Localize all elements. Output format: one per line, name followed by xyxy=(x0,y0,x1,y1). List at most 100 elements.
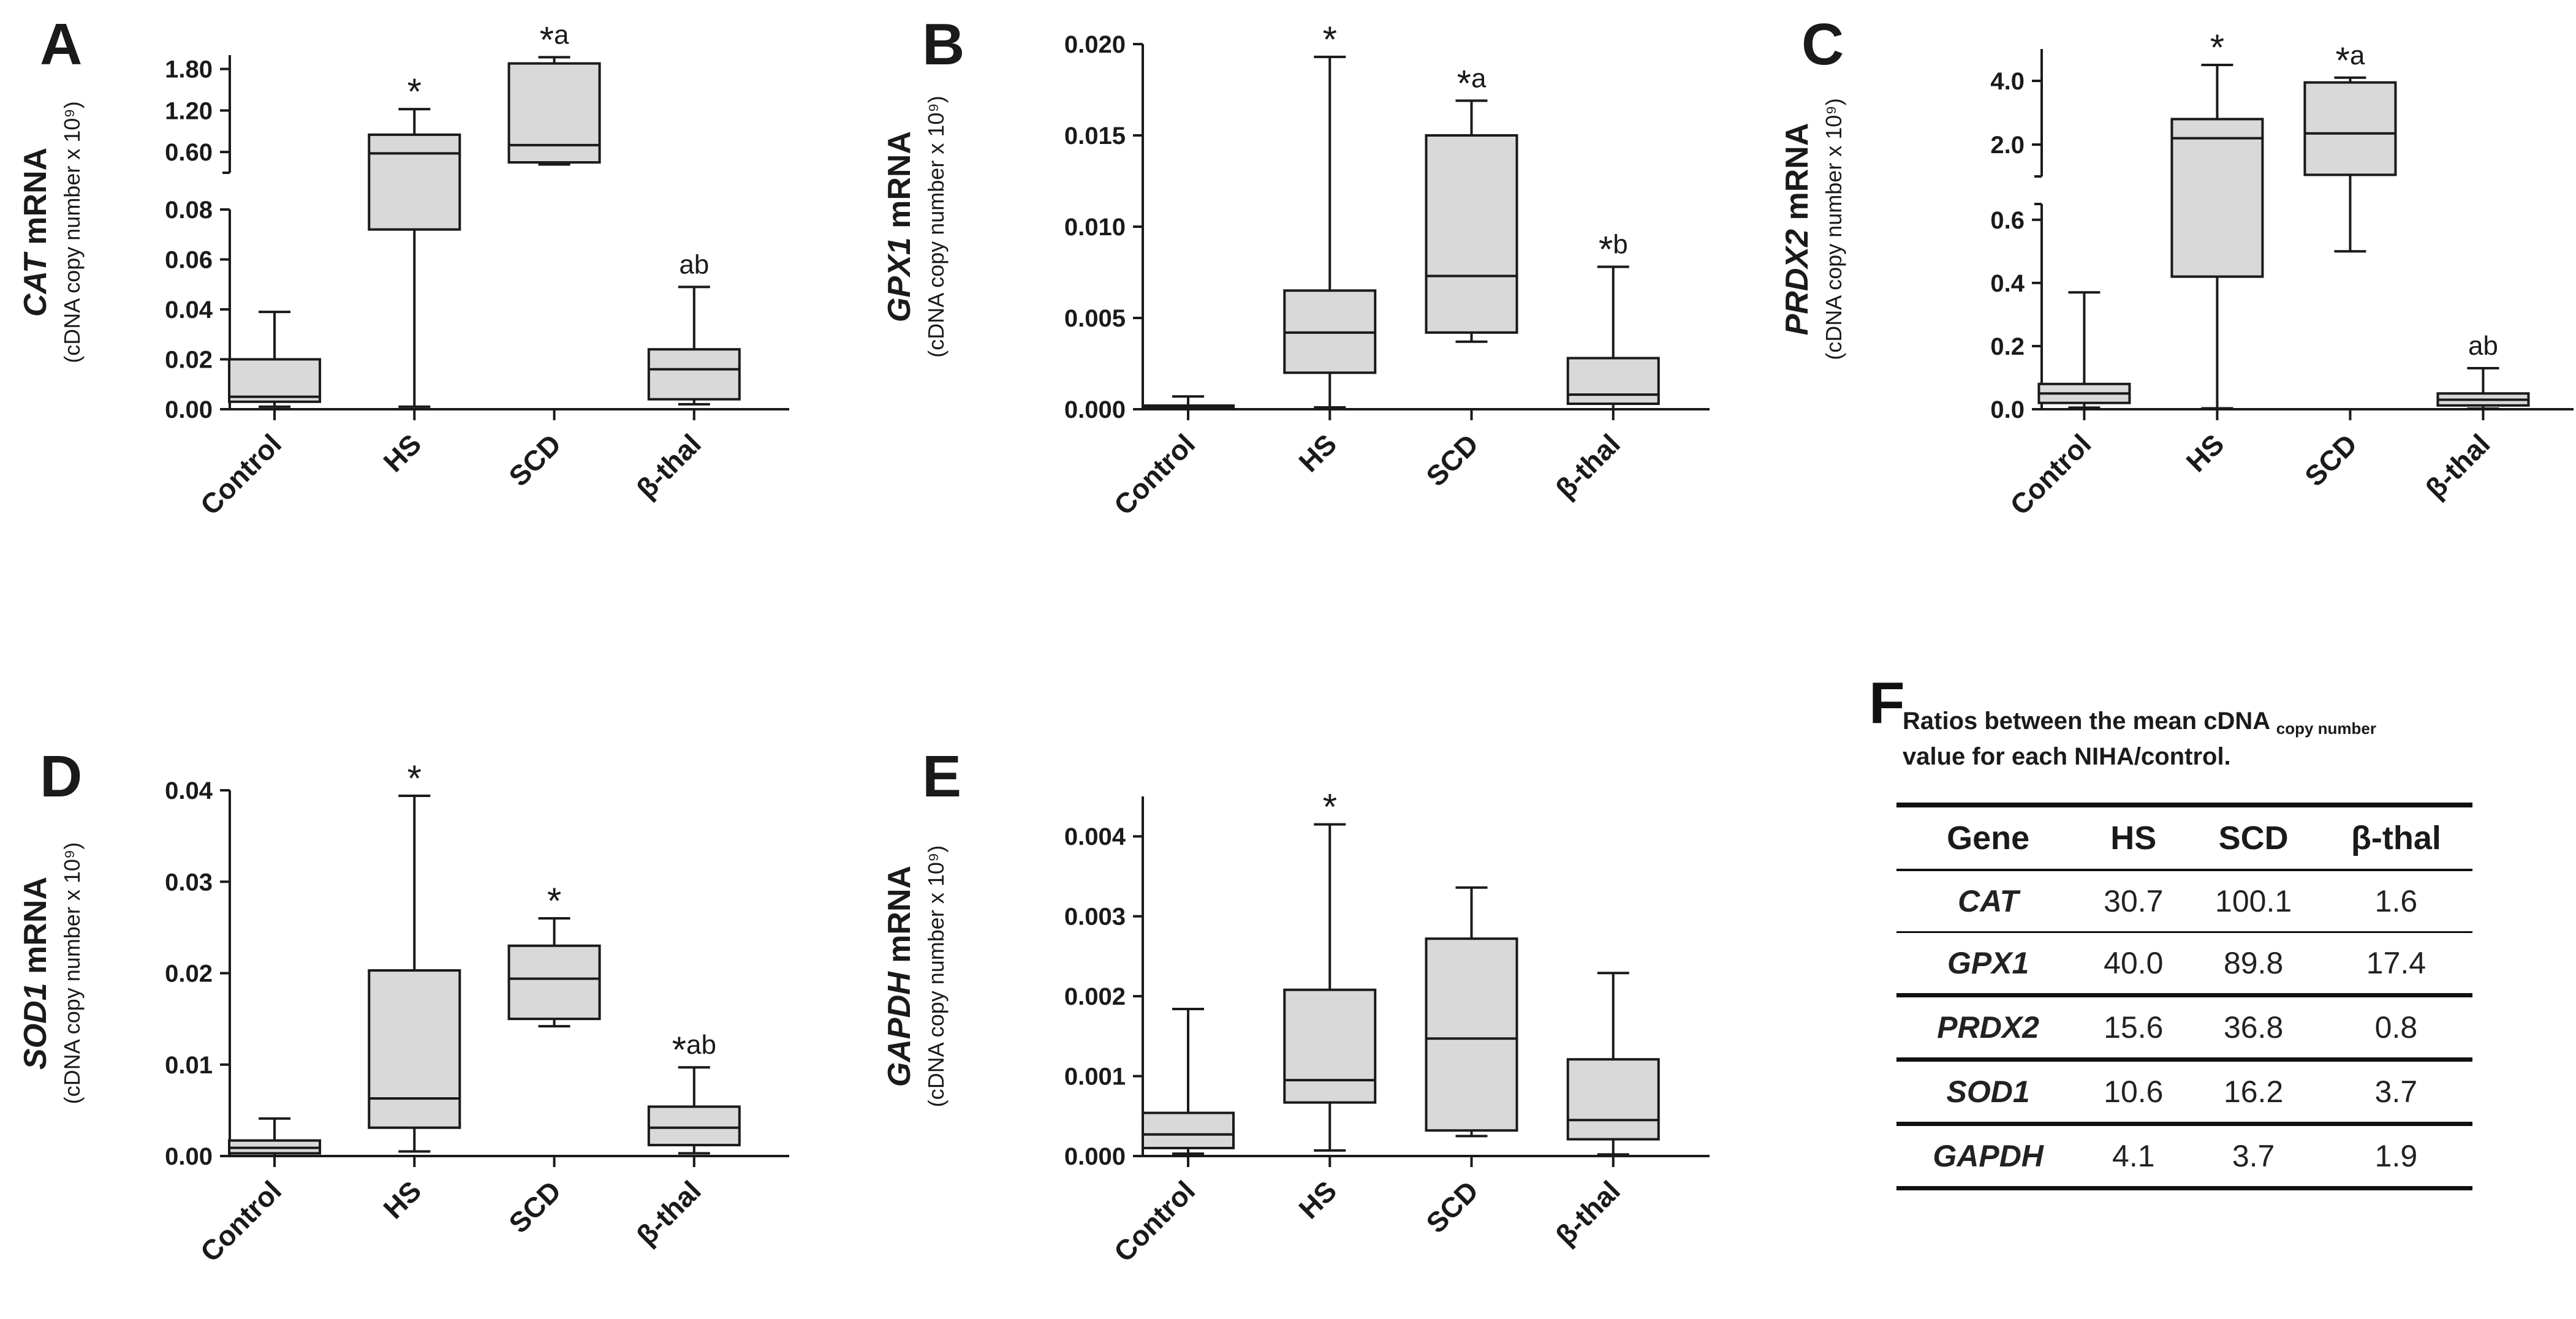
x-tick-label: β-thal xyxy=(2419,428,2496,504)
panel-e: 0.000 0.001 0.002 0.003 0.004 Control * HS SCD β-… xyxy=(882,744,1710,1268)
cell-hs: 15.6 xyxy=(2080,995,2188,1062)
y-tick-label: 0.000 xyxy=(1064,396,1126,423)
x-tick-label: SCD xyxy=(1420,428,1484,492)
y-tick-label: 1.80 xyxy=(165,56,213,83)
y-tick-label: 0.04 xyxy=(165,777,213,804)
y-tick-label: 0.0 xyxy=(1990,396,2025,423)
y-tick-label: 0.08 xyxy=(165,197,213,224)
cell-gene: GAPDH xyxy=(1896,1124,2080,1190)
panel-b: 0.000 0.005 0.010 0.015 0.020 Control * HS *a SCD… xyxy=(882,12,1710,521)
box-Control xyxy=(228,358,322,403)
cell-gene: SOD1 xyxy=(1896,1059,2080,1126)
x-tick-label: β-thal xyxy=(631,428,707,504)
box-HS xyxy=(368,969,461,1129)
box-Control xyxy=(1142,1111,1235,1149)
y-tick-label: 0.001 xyxy=(1064,1064,1126,1090)
significance-annotation: *a xyxy=(2336,40,2365,81)
y-tick-label: 0.000 xyxy=(1064,1143,1126,1170)
y-axis-units: (cDNA copy number x 10⁹) xyxy=(1821,98,1846,360)
panel-c: 0.0 0.2 0.4 0.6 2.0 4.0 Control * HS *a SCD ab β-tha… xyxy=(1779,12,2574,521)
cell-scd: 89.8 xyxy=(2187,932,2320,997)
x-tick-label: Control xyxy=(194,1174,287,1268)
cell-bthal: 3.7 xyxy=(2319,1059,2472,1126)
col-header-bthal: β-thal xyxy=(2319,803,2472,871)
cell-scd: 36.8 xyxy=(2187,995,2320,1062)
significance-annotation: *a xyxy=(540,19,569,60)
panel-letter-d: D xyxy=(40,744,82,809)
cell-scd: 3.7 xyxy=(2187,1124,2320,1190)
cell-gene: CAT xyxy=(1896,870,2080,933)
y-axis-units: (cDNA copy number x 10⁹) xyxy=(923,845,949,1108)
panel-f: F Ratios between the mean cDNA copy numb… xyxy=(1869,670,2509,1190)
y-tick-label: 0.02 xyxy=(165,961,213,988)
box-SCD xyxy=(2303,81,2397,176)
x-tick-label: β-thal xyxy=(1550,1174,1626,1251)
y-tick-label: 0.02 xyxy=(165,347,213,374)
cell-bthal: 1.9 xyxy=(2319,1124,2472,1190)
box-SCD xyxy=(1425,937,1518,1132)
y-tick-label: 0.03 xyxy=(165,869,213,896)
panel-letter-b: B xyxy=(922,12,964,77)
y-tick-label: 4.0 xyxy=(1990,68,2025,95)
box-HS xyxy=(2170,118,2264,278)
x-tick-label: SCD xyxy=(2298,428,2363,492)
y-axis-units: (cDNA copy number x 10⁹) xyxy=(59,101,85,363)
y-tick-label: 2.0 xyxy=(1990,132,2025,159)
box-SCD xyxy=(507,62,601,164)
y-tick-label: 0.04 xyxy=(165,297,213,323)
significance-annotation: *b xyxy=(1599,229,1628,270)
x-tick-label: Control xyxy=(1108,1174,1201,1268)
significance-annotation: *ab xyxy=(672,1029,716,1070)
ratio-table: Gene HS SCD β-thal CAT 30.7 100.1 1.6 GP… xyxy=(1896,803,2472,1190)
y-axis-label: CAT mRNA xyxy=(18,148,53,317)
y-tick-label: 0.004 xyxy=(1064,823,1126,850)
significance-annotation: * xyxy=(1323,787,1337,828)
col-header-scd: SCD xyxy=(2187,803,2320,871)
table-header-row: Gene HS SCD β-thal xyxy=(1896,803,2472,871)
y-tick-label: 0.60 xyxy=(165,139,213,166)
box-β-thal xyxy=(647,348,741,401)
box-β-thal xyxy=(1566,357,1660,406)
y-tick-label: 0.6 xyxy=(1990,207,2025,234)
x-tick-label: HS xyxy=(1292,1174,1343,1225)
y-tick-label: 0.020 xyxy=(1064,31,1126,58)
cell-bthal: 1.6 xyxy=(2319,870,2472,933)
panel-d: 0.00 0.01 0.02 0.03 0.04 Control * HS * SCD *ab β-t… xyxy=(18,744,789,1268)
y-axis-label: SOD1 mRNA xyxy=(18,877,53,1070)
x-tick-label: Control xyxy=(2004,428,2097,521)
box-SCD xyxy=(1425,134,1518,334)
x-tick-label: Control xyxy=(194,428,287,521)
y-tick-label: 0.4 xyxy=(1990,270,2025,297)
y-tick-label: 0.00 xyxy=(165,1143,213,1170)
y-axis-label: GPX1 mRNA xyxy=(882,131,917,322)
y-tick-label: 0.005 xyxy=(1064,305,1126,332)
significance-annotation: ab xyxy=(679,249,709,279)
x-tick-label: SCD xyxy=(502,1174,567,1239)
x-tick-label: SCD xyxy=(502,428,567,492)
significance-annotation: *a xyxy=(1457,62,1487,104)
x-tick-label: β-thal xyxy=(631,1174,707,1251)
table-row: GPX1 40.0 89.8 17.4 xyxy=(1896,932,2472,997)
y-axis-label: GAPDH mRNA xyxy=(882,866,917,1087)
box-β-thal xyxy=(647,1105,741,1147)
significance-annotation: ab xyxy=(2468,331,2498,361)
panel-letter-f: F xyxy=(1869,670,1905,736)
x-tick-label: HS xyxy=(1292,428,1343,478)
box-SCD xyxy=(507,944,601,1021)
significance-annotation: * xyxy=(407,71,422,112)
cell-hs: 30.7 xyxy=(2080,870,2188,933)
cell-gene: GPX1 xyxy=(1896,932,2080,997)
cell-scd: 100.1 xyxy=(2187,870,2320,933)
cell-bthal: 17.4 xyxy=(2319,932,2472,997)
panel-letter-a: A xyxy=(40,12,82,77)
y-axis-units: (cDNA copy number x 10⁹) xyxy=(59,842,85,1105)
cell-bthal: 0.8 xyxy=(2319,995,2472,1062)
box-HS xyxy=(1283,988,1377,1104)
table-row: CAT 30.7 100.1 1.6 xyxy=(1896,870,2472,933)
table-row: SOD1 10.6 16.2 3.7 xyxy=(1896,1059,2472,1126)
panel-a: 0.00 0.02 0.04 0.06 0.08 0.60 1.20 1.80 Control *… xyxy=(18,12,789,521)
panel-letter-f-wrap: F xyxy=(1869,670,1905,736)
cell-scd: 16.2 xyxy=(2187,1059,2320,1126)
cell-gene: PRDX2 xyxy=(1896,995,2080,1062)
